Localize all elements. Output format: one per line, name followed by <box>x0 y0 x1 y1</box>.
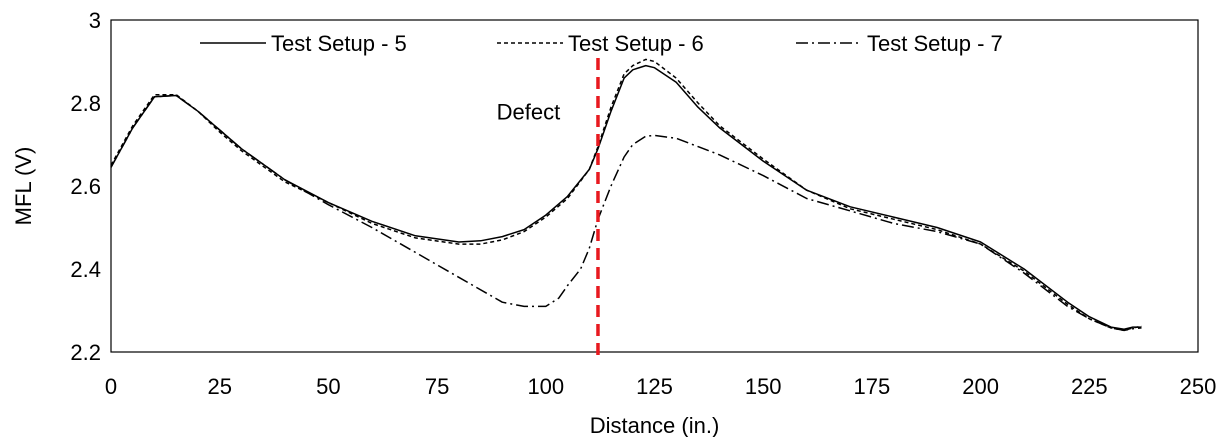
x-tick-label: 50 <box>316 374 340 399</box>
y-tick-label: 2.8 <box>70 91 101 116</box>
y-tick-label: 2.6 <box>70 174 101 199</box>
legend-label-3: Test Setup - 7 <box>867 31 1003 56</box>
legend: Test Setup - 5 Test Setup - 6 Test Setup -… <box>200 31 1003 56</box>
x-axis-tick-labels: 0 25 50 75 100 125 150 175 200 225 250 <box>105 374 1216 399</box>
y-tick-label: 2.4 <box>70 257 101 282</box>
legend-label-1: Test Setup - 5 <box>271 31 407 56</box>
x-axis-title: Distance (in.) <box>590 413 720 437</box>
x-tick-label: 200 <box>962 374 999 399</box>
series-line-2 <box>110 58 1142 332</box>
x-tick-label: 0 <box>105 374 117 399</box>
annotation-layer: Defect <box>497 58 600 356</box>
x-tick-label: 175 <box>854 374 891 399</box>
plot-area-frame <box>110 19 1199 353</box>
x-tick-label: 250 <box>1180 374 1217 399</box>
y-tick-label: 3 <box>89 8 101 33</box>
series-line-3 <box>110 94 1142 332</box>
y-tick-label: 2.2 <box>70 340 101 365</box>
x-tick-label: 125 <box>636 374 673 399</box>
legend-label-2: Test Setup - 6 <box>568 31 704 56</box>
defect-label: Defect <box>497 99 561 124</box>
x-tick-label: 100 <box>527 374 564 399</box>
x-tick-label: 75 <box>425 374 449 399</box>
y-axis-title: MFL (V) <box>11 147 36 226</box>
x-tick-label: 150 <box>745 374 782 399</box>
y-axis-tick-labels: 2.2 2.4 2.6 2.8 3 <box>70 8 101 365</box>
x-tick-label: 225 <box>1071 374 1108 399</box>
x-tick-label: 25 <box>207 374 231 399</box>
series-layer <box>110 58 1142 332</box>
